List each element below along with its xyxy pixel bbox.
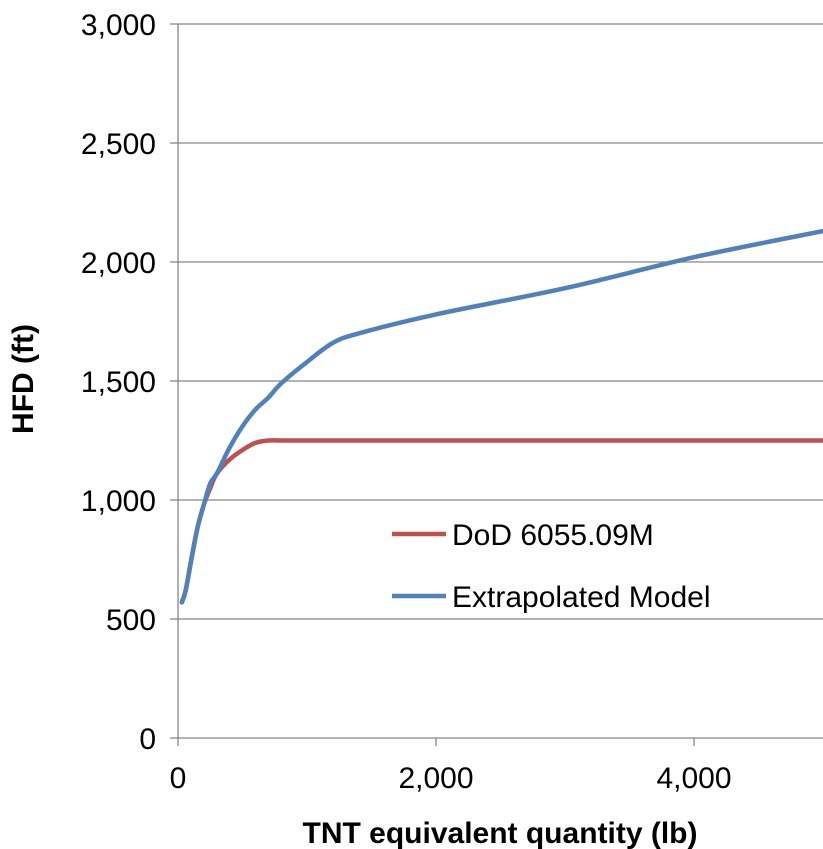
x-axis-title: TNT equivalent quantity (lb) — [303, 817, 698, 849]
y-tick-label-0: 0 — [139, 723, 156, 756]
y-axis-title: HFD (ft) — [7, 324, 40, 434]
y-tick-label-3: 1,500 — [81, 366, 156, 399]
series-lines — [179, 228, 823, 605]
x-tick-label-0: 0 — [170, 762, 187, 795]
y-tick-label-1: 500 — [106, 604, 156, 637]
x-tick-label-2: 4,000 — [656, 762, 731, 795]
y-tick-label-4: 2,000 — [81, 247, 156, 280]
legend: DoD 6055.09M Extrapolated Model — [392, 519, 711, 614]
y-tick-label-2: 1,000 — [81, 485, 156, 518]
series-line-1 — [179, 228, 823, 605]
legend-label-0: DoD 6055.09M — [452, 519, 654, 552]
axes — [170, 23, 823, 746]
y-tick-label-5: 2,500 — [81, 128, 156, 161]
tick-labels: 0 500 1,000 1,500 2,000 2,500 3,000 0 2,000 4,000 — [81, 9, 732, 795]
x-tick-label-1: 2,000 — [398, 762, 473, 795]
y-tick-label-6: 3,000 — [81, 9, 156, 42]
legend-label-1: Extrapolated Model — [452, 581, 711, 614]
